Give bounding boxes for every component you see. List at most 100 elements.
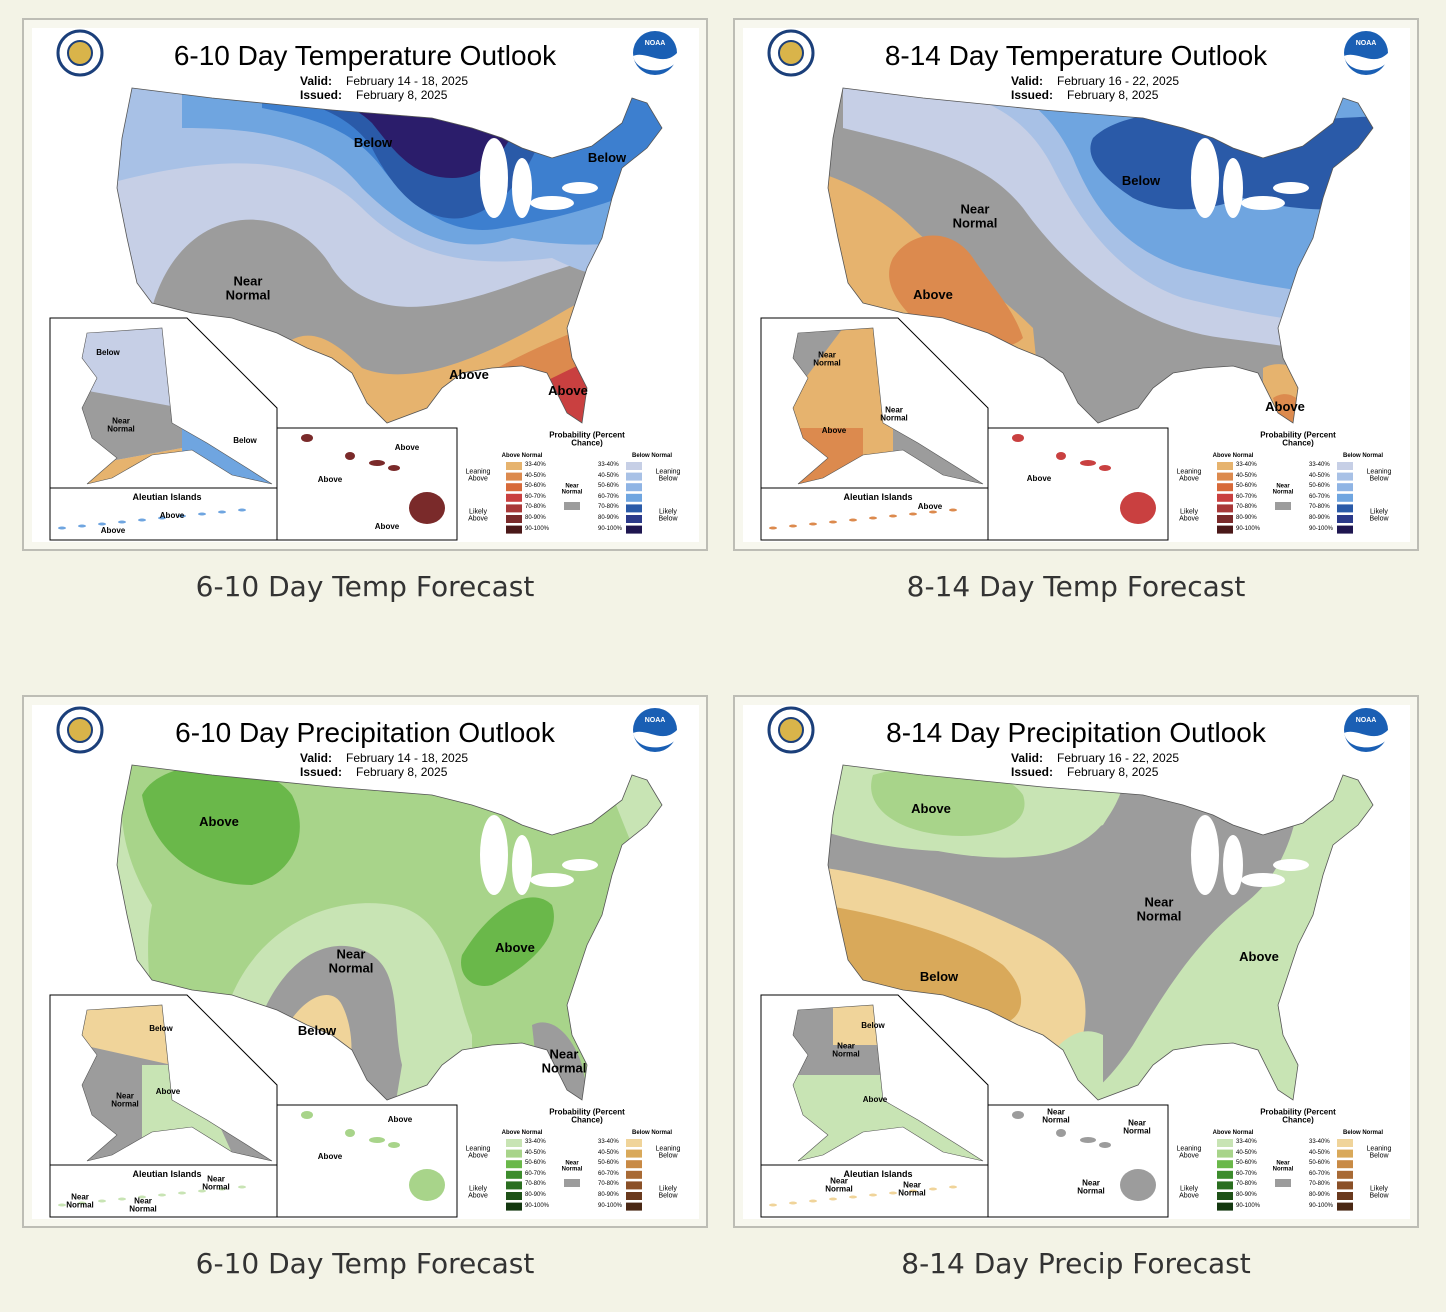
hawaii-island xyxy=(1099,465,1111,471)
map-card: NOAA 6-10 Day Precipitation Outlook Valid:… xyxy=(22,695,708,1228)
legend-swatch xyxy=(506,1202,522,1211)
legend-swatch xyxy=(506,472,522,481)
map-title: 8-14 Day Temperature Outlook xyxy=(884,40,1268,71)
legend-swatch xyxy=(506,493,522,502)
legend-range: 50-60% xyxy=(1309,483,1330,490)
legend-swatch xyxy=(1337,1149,1353,1158)
alaska-outline xyxy=(792,1004,984,1162)
region-label: Near Normal xyxy=(1077,1178,1105,1196)
island xyxy=(178,1191,186,1195)
hawaii-island xyxy=(1012,1111,1024,1119)
inset-title: Aleutian Islands xyxy=(843,492,913,502)
legend-swatch xyxy=(564,1179,580,1187)
inset-title: Aleutian Islands xyxy=(132,1169,202,1179)
island xyxy=(789,1201,797,1205)
inset-title: Aleutian Islands xyxy=(843,1169,913,1179)
noaa-wave xyxy=(633,53,677,71)
region-label: Above xyxy=(495,940,535,956)
legend-swatch xyxy=(506,1181,522,1190)
noaa-text: NOAA xyxy=(645,717,666,724)
region-label: Above xyxy=(199,814,239,830)
legend-range: 80-90% xyxy=(525,1192,546,1198)
region-label: Near Normal xyxy=(541,1046,587,1075)
map-card: NOAA 8-14 Day Temperature Outlook Valid: Fe… xyxy=(733,18,1419,551)
hawaii-island xyxy=(1056,1129,1066,1137)
legend-range: 60-70% xyxy=(1236,1170,1257,1177)
region-label: Near Normal xyxy=(898,1180,926,1198)
region-label: Near Normal xyxy=(328,946,374,975)
valid-dates: February 16 - 22, 2025 xyxy=(1057,751,1180,765)
outlook-region xyxy=(142,765,300,885)
legend-range: 33-40% xyxy=(1236,1139,1257,1145)
legend-range: 40-50% xyxy=(1236,472,1257,479)
legend-swatch xyxy=(626,515,642,523)
island xyxy=(849,518,857,522)
legend-range: 60-70% xyxy=(1236,493,1257,500)
region-label: Near Normal xyxy=(880,405,908,423)
region-label: Below xyxy=(96,347,120,357)
region-label: Near Normal xyxy=(129,1196,157,1214)
legend-header: Above Normal xyxy=(1212,452,1254,459)
island xyxy=(929,1187,937,1191)
hawaii-island xyxy=(1120,1169,1156,1201)
legend-swatch xyxy=(506,462,522,470)
legend-swatch xyxy=(1337,1139,1353,1147)
island xyxy=(78,1201,86,1205)
island xyxy=(58,526,66,530)
legend-swatch xyxy=(626,1181,642,1190)
great-lake xyxy=(1191,815,1219,895)
region-label: Below xyxy=(861,1020,885,1030)
island xyxy=(158,1193,166,1197)
great-lake xyxy=(1273,859,1309,871)
map-title: 8-14 Day Precipitation Outlook xyxy=(886,717,1266,748)
outlook-region xyxy=(828,905,1021,1025)
doc-seal-inner xyxy=(67,717,93,743)
island xyxy=(829,520,837,524)
map-image: NOAA 8-14 Day Precipitation Outlook Valid:… xyxy=(743,705,1410,1219)
legend-swatch xyxy=(626,1202,642,1211)
region-label: Above xyxy=(155,1086,181,1096)
legend-group: Likely Above xyxy=(1179,1185,1199,1200)
legend-group: Leaning Above xyxy=(1176,468,1202,483)
legend-range: 80-90% xyxy=(598,1192,619,1198)
alaska-region xyxy=(833,1005,883,1045)
legend-group: Likely Below xyxy=(1369,508,1389,523)
alaska-outline xyxy=(81,327,273,485)
island xyxy=(218,510,226,514)
legend-swatch xyxy=(1217,1170,1233,1179)
region-label: Above xyxy=(862,1094,888,1104)
noaa-wave xyxy=(633,730,677,748)
hawaii-island xyxy=(409,492,445,524)
great-lake xyxy=(530,196,574,210)
island xyxy=(769,526,777,530)
legend-group: Likely Above xyxy=(1179,508,1199,523)
map-title: 6-10 Day Temperature Outlook xyxy=(173,40,557,71)
legend-swatch xyxy=(626,1160,642,1169)
doc-seal-inner xyxy=(778,40,804,66)
aleutian-box xyxy=(760,487,989,541)
legend-swatch xyxy=(1337,1160,1353,1169)
legend-title: Probability (Percent Chance) xyxy=(549,430,625,448)
region-label: Below xyxy=(1121,173,1161,189)
issued-label: Issued: xyxy=(300,765,343,779)
alaska-region xyxy=(82,1005,172,1065)
us-outline xyxy=(827,764,1374,1101)
map-card: NOAA 8-14 Day Precipitation Outlook Valid:… xyxy=(733,695,1419,1228)
island xyxy=(929,510,937,514)
legend-swatch xyxy=(1275,1179,1291,1187)
legend-range: 60-70% xyxy=(525,1170,546,1177)
legend-range: 50-60% xyxy=(1236,1160,1257,1167)
hawaii-island xyxy=(388,1142,400,1148)
legend-group: Likely Below xyxy=(658,1185,678,1200)
island xyxy=(869,516,877,520)
legend-range: 80-90% xyxy=(1236,515,1257,521)
doc-seal-inner xyxy=(67,40,93,66)
legend-header: Above Normal xyxy=(1212,1129,1254,1136)
legend-range: 33-40% xyxy=(598,1139,619,1145)
valid-dates: February 14 - 18, 2025 xyxy=(346,751,469,765)
region-label: Near Normal xyxy=(1136,894,1182,923)
legend-swatch xyxy=(1217,1192,1233,1200)
inset-title: Aleutian Islands xyxy=(132,492,202,502)
map-svg: NOAA xyxy=(760,706,1388,1218)
legend-swatch xyxy=(506,1139,522,1147)
